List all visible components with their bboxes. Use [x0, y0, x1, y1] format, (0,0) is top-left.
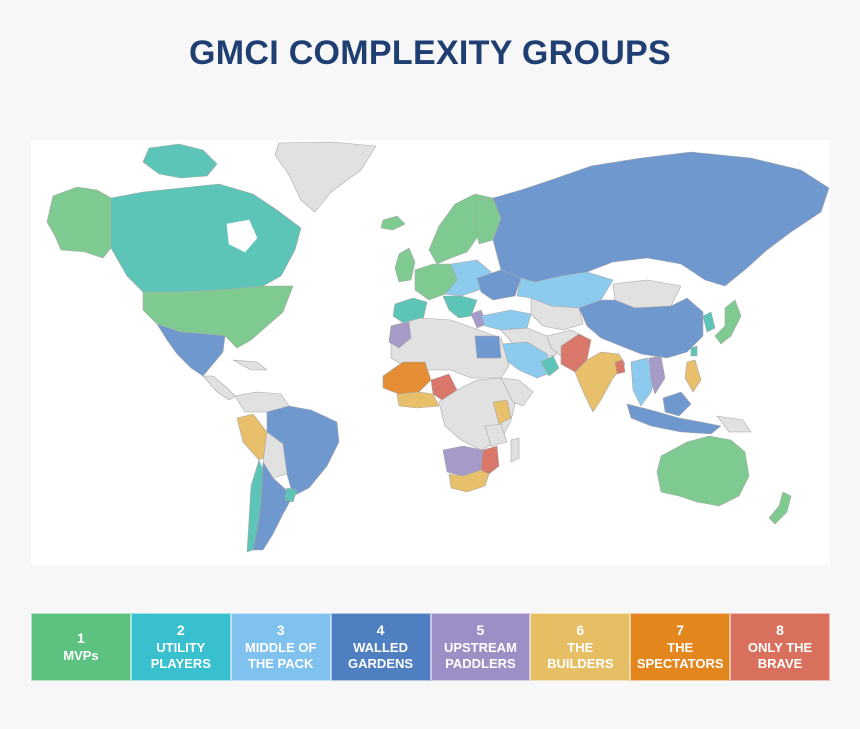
legend-group-2: 2 UTILITY PLAYERS	[130, 613, 231, 681]
iceland	[380, 215, 406, 231]
zimbabwe-mozambique	[480, 445, 500, 475]
legend-group-6: 6 THE BUILDERS	[530, 613, 631, 681]
mexico	[156, 323, 226, 377]
legend-group-7: 7 THE SPECTATORS	[630, 613, 731, 681]
legend-group-label: THE SPECTATORS	[636, 640, 724, 671]
horn-of-africa	[500, 377, 534, 407]
australia	[656, 435, 750, 507]
borneo	[662, 391, 692, 417]
bangladesh	[614, 359, 626, 375]
egypt	[474, 335, 502, 359]
hudson-bay	[226, 219, 258, 253]
legend-group-label: WALLED GARDENS	[348, 640, 414, 671]
papua-new-guinea	[716, 415, 752, 433]
italy-balkans	[442, 295, 478, 319]
legend-group-label: MVPs	[63, 648, 99, 663]
caribbean	[232, 359, 268, 371]
uruguay	[284, 487, 298, 503]
legend-group-label: UTILITY PLAYERS	[150, 640, 211, 671]
legend-group-3: 3 MIDDLE OF THE PACK	[230, 613, 331, 681]
tanzania	[484, 423, 508, 447]
bolivia-paraguay	[262, 431, 288, 479]
canada	[110, 183, 302, 293]
madagascar	[510, 437, 520, 463]
gulf-states	[540, 355, 560, 377]
turkey	[480, 309, 532, 331]
world-map-svg	[46, 141, 830, 553]
new-zealand	[768, 491, 792, 525]
legend-group-label: UPSTREAM PADDLERS	[443, 640, 517, 671]
morocco	[388, 321, 412, 349]
legend-group-label: MIDDLE OF THE PACK	[244, 640, 317, 671]
vietnam	[648, 355, 666, 395]
legend-group-label: THE BUILDERS	[547, 640, 614, 671]
page-title: GMCI COMPLEXITY GROUPS	[188, 34, 672, 72]
india	[574, 351, 626, 413]
russia	[492, 151, 830, 287]
legend-group-number: 1	[77, 630, 85, 646]
legend-group-4: 4 WALLED GARDENS	[330, 613, 431, 681]
central-asia	[530, 297, 584, 331]
legend-group-label: ONLY THE BRAVE	[747, 640, 813, 671]
greenland	[274, 141, 377, 213]
alaska	[46, 186, 112, 259]
china	[578, 297, 704, 359]
south-africa	[448, 469, 490, 493]
taiwan	[690, 345, 698, 357]
argentina	[252, 461, 294, 551]
legend-group-1: 1 MVPs	[31, 613, 131, 681]
gulf-of-guinea	[396, 391, 440, 409]
legend-group-number: 5	[476, 622, 485, 638]
philippines	[684, 359, 702, 393]
world-map	[31, 140, 830, 565]
legend-group-number: 7	[676, 622, 685, 638]
legend-group-number: 2	[176, 622, 185, 638]
canada-arctic-islands	[142, 143, 218, 179]
legend-group-8: 8 ONLY THE BRAVE	[730, 613, 830, 681]
indonesia	[626, 403, 722, 435]
united-kingdom	[394, 247, 416, 283]
west-africa	[382, 361, 432, 395]
japan	[714, 299, 742, 345]
legend-group-number: 3	[276, 622, 285, 638]
complexity-groups-legend: 1 MVPs 2 UTILITY PLAYERS 3 MIDDLE OF THE…	[31, 613, 830, 681]
legend-group-number: 4	[376, 622, 385, 638]
central-america	[202, 375, 236, 401]
kenya	[492, 399, 512, 425]
legend-group-number: 6	[576, 622, 585, 638]
korea	[702, 311, 716, 333]
legend-group-5: 5 UPSTREAM PADDLERS	[430, 613, 531, 681]
legend-group-number: 8	[776, 622, 784, 638]
